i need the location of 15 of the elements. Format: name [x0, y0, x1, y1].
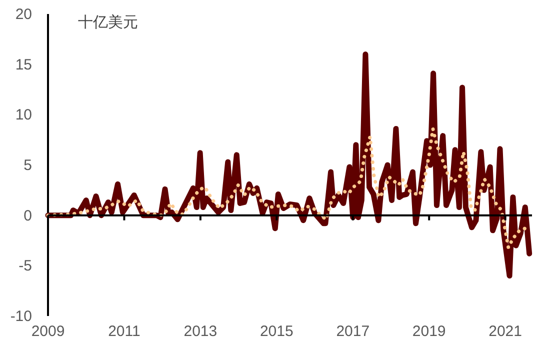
- y-axis-title: 十亿美元: [78, 14, 138, 31]
- y-tick-label: 0: [24, 207, 32, 224]
- x-tick-label: 2015: [260, 323, 294, 340]
- y-tick-label: 5: [24, 157, 32, 174]
- x-tick-label: 2019: [412, 323, 446, 340]
- x-tick-label: 2013: [184, 323, 218, 340]
- y-tick-label: 15: [15, 56, 32, 74]
- x-tick-label: 2021: [488, 323, 522, 340]
- x-tick-label: 2011: [108, 323, 140, 340]
- y-tick-label: 10: [15, 106, 32, 124]
- y-tick-label: -10: [10, 308, 32, 325]
- y-tick-label: 20: [15, 6, 32, 23]
- y-tick-label: -5: [18, 258, 32, 275]
- x-tick-label: 2017: [336, 323, 370, 340]
- x-tick-label: 2009: [31, 323, 65, 340]
